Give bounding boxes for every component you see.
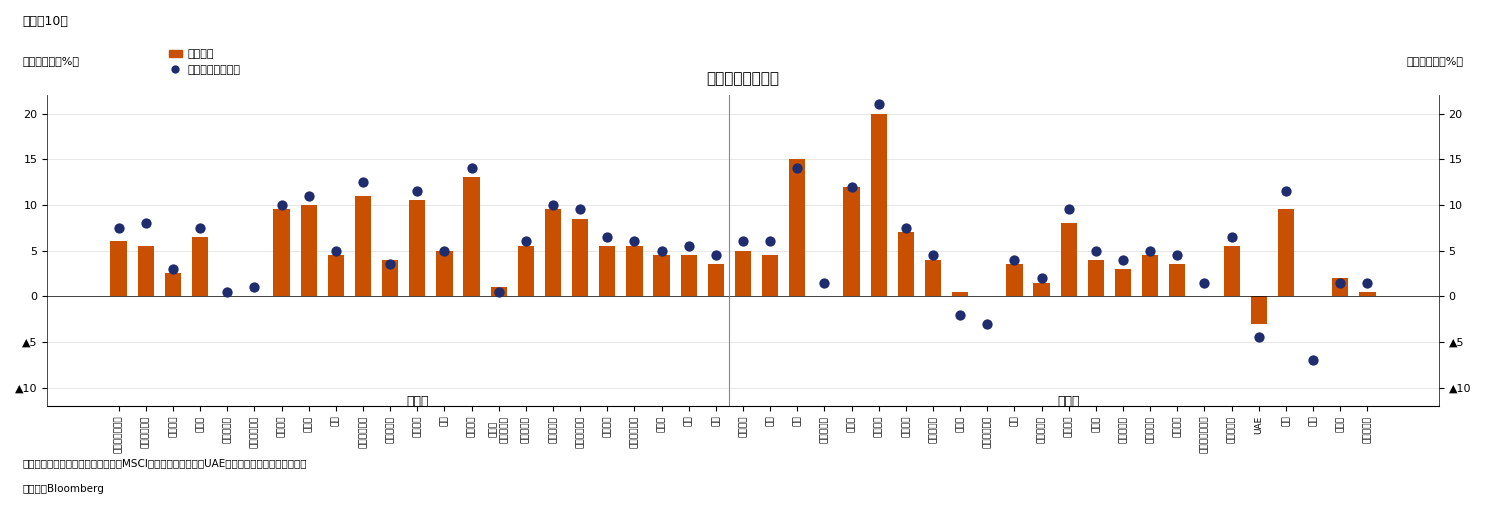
Bar: [165, 273, 181, 296]
Bar: [681, 255, 697, 296]
Point: [189, 223, 212, 232]
Legend: 前月末比, 前年末比（右軸）: 前月末比, 前年末比（右軸）: [163, 45, 245, 79]
Text: （資料）Bloomberg: （資料）Bloomberg: [22, 484, 104, 494]
Bar: [707, 264, 724, 296]
Point: [1165, 251, 1189, 259]
Bar: [273, 210, 290, 296]
Point: [1274, 187, 1297, 195]
Point: [1247, 333, 1271, 342]
Point: [215, 288, 239, 296]
Point: [1057, 206, 1080, 214]
Bar: [1278, 210, 1294, 296]
Point: [866, 100, 890, 108]
Point: [107, 223, 131, 232]
Point: [623, 237, 646, 245]
Point: [324, 246, 348, 254]
Point: [406, 187, 429, 195]
Bar: [1114, 269, 1131, 296]
Point: [1355, 278, 1379, 287]
Point: [731, 237, 755, 245]
Point: [242, 283, 266, 291]
Point: [786, 164, 810, 173]
Point: [1003, 256, 1027, 264]
Bar: [1360, 292, 1376, 296]
Bar: [898, 232, 914, 296]
Bar: [1061, 223, 1077, 296]
Point: [1030, 274, 1054, 282]
Point: [351, 178, 374, 186]
Text: （前年末比、%）: （前年末比、%）: [1407, 56, 1464, 66]
Point: [596, 233, 620, 241]
Point: [1112, 256, 1135, 264]
Point: [269, 201, 293, 209]
Bar: [110, 241, 126, 296]
Point: [948, 310, 972, 319]
Bar: [953, 292, 969, 296]
Point: [297, 192, 321, 200]
Point: [568, 206, 591, 214]
Bar: [1331, 278, 1348, 296]
Text: （前月末比、%）: （前月末比、%）: [22, 56, 79, 66]
Bar: [1251, 296, 1268, 324]
Point: [432, 246, 456, 254]
Point: [1302, 356, 1326, 364]
Point: [921, 251, 945, 259]
Bar: [844, 187, 860, 296]
Bar: [599, 246, 615, 296]
Point: [1083, 246, 1107, 254]
Point: [379, 260, 403, 268]
Bar: [138, 246, 155, 296]
Point: [1220, 233, 1244, 241]
Bar: [300, 205, 317, 296]
Point: [813, 278, 837, 287]
Point: [541, 201, 565, 209]
Point: [487, 288, 511, 296]
Bar: [736, 250, 750, 296]
Bar: [192, 237, 208, 296]
Bar: [626, 246, 642, 296]
Point: [676, 242, 700, 250]
Bar: [490, 287, 507, 296]
Text: 新興国: 新興国: [1058, 395, 1080, 408]
Bar: [1169, 264, 1186, 296]
Text: （図表10）: （図表10）: [22, 15, 68, 29]
Point: [649, 246, 673, 254]
Bar: [517, 246, 533, 296]
Bar: [382, 260, 398, 296]
Title: 各国の株価変動率: 各国の株価変動率: [706, 71, 780, 87]
Point: [758, 237, 782, 245]
Bar: [1088, 260, 1104, 296]
Bar: [437, 250, 453, 296]
Point: [840, 183, 863, 191]
Bar: [545, 210, 562, 296]
Point: [1328, 278, 1352, 287]
Bar: [1006, 264, 1022, 296]
Point: [1193, 278, 1217, 287]
Point: [459, 164, 483, 173]
Bar: [409, 201, 425, 296]
Bar: [572, 219, 588, 296]
Point: [134, 219, 158, 227]
Bar: [1223, 246, 1239, 296]
Text: （注）各国指数は現地通貨ベースのMSCI構成指数、ただし、UAEはサウジ・タダウル全株指数: （注）各国指数は現地通貨ベースのMSCI構成指数、ただし、UAEはサウジ・タダウ…: [22, 458, 306, 468]
Bar: [1143, 255, 1159, 296]
Text: 先進国: 先進国: [406, 395, 428, 408]
Point: [160, 265, 184, 273]
Bar: [871, 114, 887, 296]
Bar: [789, 159, 805, 296]
Bar: [464, 178, 480, 296]
Bar: [654, 255, 670, 296]
Point: [704, 251, 728, 259]
Bar: [924, 260, 941, 296]
Point: [895, 223, 918, 232]
Bar: [762, 255, 779, 296]
Bar: [1033, 282, 1049, 296]
Point: [514, 237, 538, 245]
Point: [1138, 246, 1162, 254]
Bar: [355, 196, 372, 296]
Point: [975, 320, 999, 328]
Bar: [327, 255, 343, 296]
